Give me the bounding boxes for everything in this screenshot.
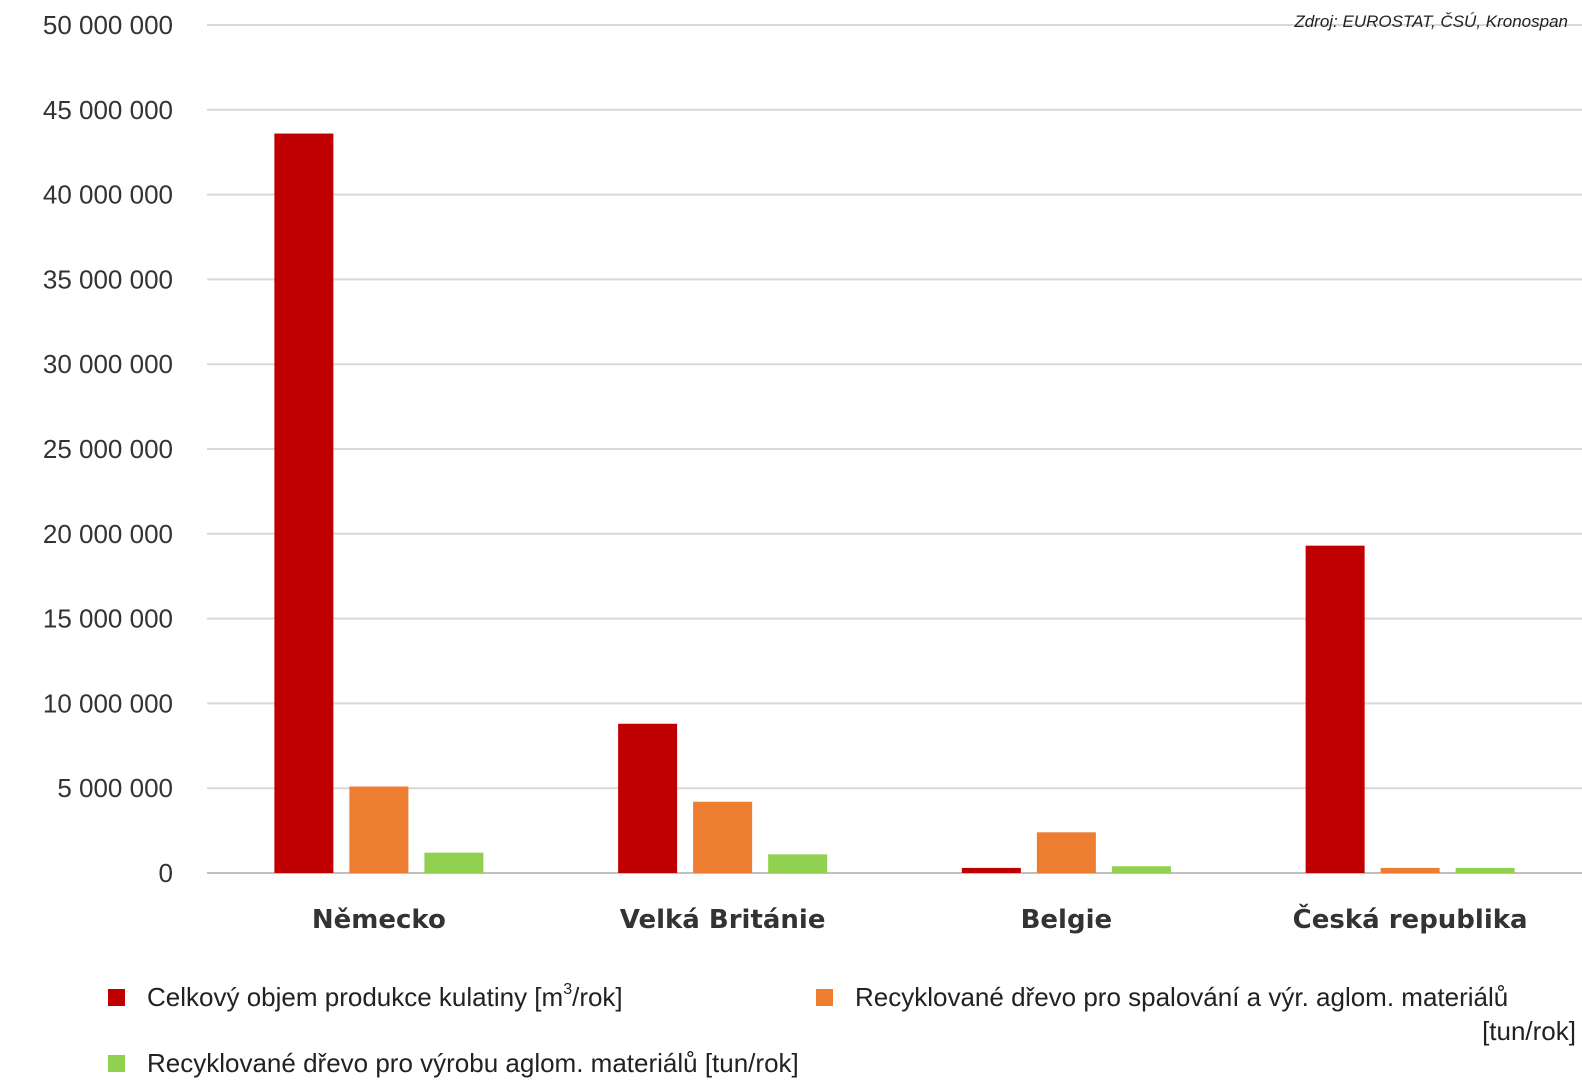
y-tick-label: 50 000 000	[43, 10, 173, 40]
bar	[618, 723, 678, 873]
bars	[274, 133, 1515, 873]
y-tick-label: 0	[159, 858, 173, 888]
legend-item-recycled-burning: Recyklované dřevo pro spalování a výr. a…	[816, 980, 1576, 1048]
x-tick-label: Česká republika	[1293, 903, 1528, 935]
bar	[1455, 867, 1515, 873]
bar	[768, 854, 828, 873]
x-axis: Německo Velká Británie Belgie Česká republi…	[312, 903, 1528, 935]
legend-label-1-tail: /rok]	[572, 982, 623, 1012]
bar	[693, 801, 753, 873]
y-tick-label: 40 000 000	[43, 180, 173, 210]
x-tick-label: Velká Británie	[620, 905, 826, 935]
bar	[1380, 867, 1440, 873]
y-tick-label: 30 000 000	[43, 349, 173, 379]
bar	[349, 786, 409, 873]
y-tick-label: 25 000 000	[43, 434, 173, 464]
bar	[274, 133, 334, 873]
legend-label-1: Celkový objem produkce kulatiny [m	[147, 982, 564, 1012]
x-tick-label: Belgie	[1021, 905, 1113, 935]
y-tick-label: 20 000 000	[43, 519, 173, 549]
bar	[424, 852, 484, 873]
bar	[961, 867, 1021, 873]
legend-item-roundwood: Celkový objem produkce kulatiny [m3/rok]	[108, 980, 623, 1014]
y-tick-label: 35 000 000	[43, 264, 173, 294]
legend-label-2-line2: [tun/rok]	[1482, 1016, 1576, 1046]
y-tick-label: 10 000 000	[43, 688, 173, 718]
y-tick-label: 15 000 000	[43, 604, 173, 634]
x-tick-label: Německo	[312, 905, 446, 935]
grid-lines	[207, 24, 1582, 874]
bar-chart: 0 5 000 000 10 000 000 15 000 000 20 000 000…	[43, 10, 1582, 935]
legend-label-1-sup: 3	[563, 981, 573, 999]
y-axis: 0 5 000 000 10 000 000 15 000 000 20 000 000…	[43, 10, 173, 888]
legend-label-3: Recyklované dřevo pro výrobu aglom. mate…	[147, 1048, 799, 1078]
legend-swatch-red	[108, 988, 125, 1006]
bar	[1111, 866, 1171, 873]
y-tick-label: 45 000 000	[43, 95, 173, 125]
bar	[1305, 545, 1365, 873]
bar	[1036, 832, 1096, 873]
legend-label-2: Recyklované dřevo pro spalování a výr. a…	[855, 982, 1509, 1012]
legend-swatch-green	[108, 1054, 125, 1072]
y-tick-label: 5 000 000	[57, 773, 173, 803]
legend-item-recycled-agglomerated: Recyklované dřevo pro výrobu aglom. mate…	[108, 1046, 799, 1080]
source-note: Zdroj: EUROSTAT, ČSÚ, Kronospan	[1294, 12, 1568, 31]
legend-swatch-orange	[816, 988, 833, 1006]
